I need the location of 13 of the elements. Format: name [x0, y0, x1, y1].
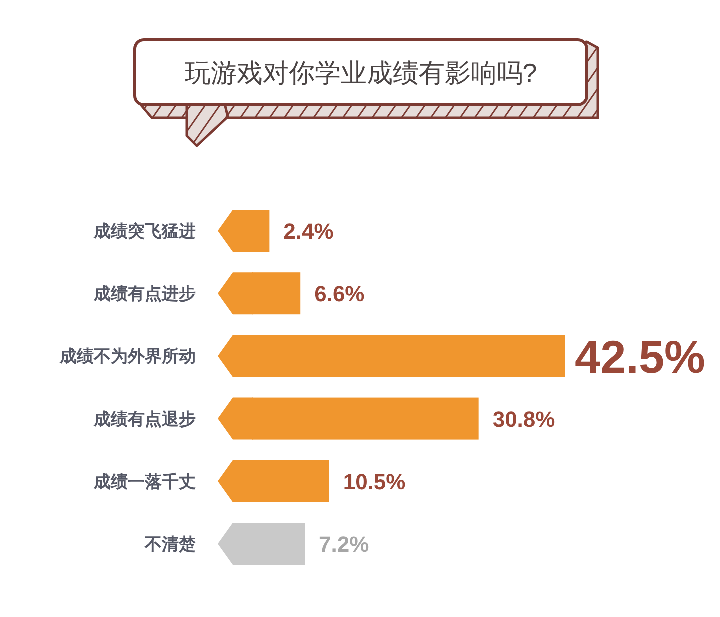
chart-title: 玩游戏对你学业成绩有影响吗? — [184, 58, 538, 88]
data-label: 10.5% — [343, 469, 406, 494]
data-label: 42.5% — [575, 331, 706, 384]
data-label: 6.6% — [314, 282, 365, 307]
y-tick-label: 成绩突飞猛进 — [93, 222, 196, 241]
data-label: 7.2% — [319, 532, 370, 557]
y-tick-label: 成绩一落千丈 — [93, 472, 196, 492]
y-tick-label: 成绩有点进步 — [93, 284, 196, 304]
y-tick-label: 成绩不为外界所动 — [59, 347, 196, 366]
data-label: 30.8% — [492, 406, 556, 432]
data-label: 2.4% — [284, 219, 334, 244]
y-tick-label: 成绩有点退步 — [93, 410, 196, 429]
y-tick-label: 不清楚 — [144, 535, 197, 554]
